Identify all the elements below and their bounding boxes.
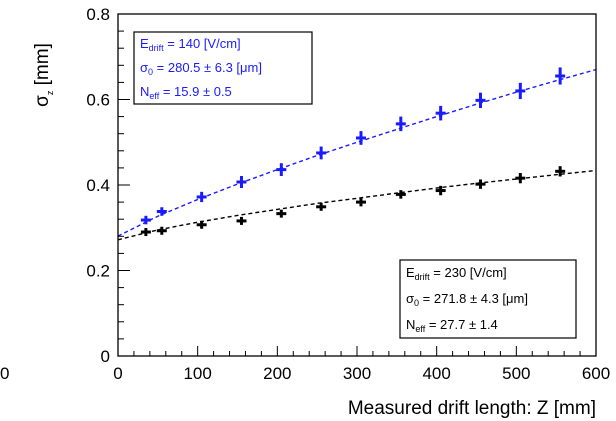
y-tick-label: 0.4 — [86, 176, 110, 195]
legend-line: Neff = 27.7 ± 1.4 — [406, 317, 498, 334]
y-axis-title: σz [mm] — [32, 43, 55, 107]
y-tick-label: 0.2 — [86, 262, 110, 281]
data-point — [555, 166, 566, 177]
legend-value: = 15.9 ± 0.5 — [159, 84, 232, 99]
data-points — [140, 67, 566, 237]
y-axis-title-unit: [mm] — [32, 43, 53, 91]
legend-box — [399, 259, 577, 339]
x-axis-title: Measured drift length: Z [mm] — [348, 398, 596, 419]
legend-symbol: N — [140, 84, 149, 99]
data-point — [196, 191, 207, 203]
data-point — [276, 209, 287, 218]
data-point — [355, 131, 366, 145]
legend-symbol: E — [140, 36, 149, 51]
data-point — [435, 105, 446, 121]
legend-line: σ0 = 280.5 ± 6.3 [μm] — [140, 60, 262, 77]
legends: Edrift = 140 [V/cm]σ0 = 280.5 ± 6.3 [μm]… — [133, 31, 577, 339]
legend-value: = 280.5 ± 6.3 [μm] — [153, 60, 262, 75]
legend-symbol: N — [406, 317, 415, 332]
y-axis-title-sub: z — [45, 90, 55, 95]
y-tick-label: 0.6 — [86, 91, 110, 110]
data-point — [555, 67, 566, 85]
data-point — [156, 207, 167, 216]
data-point — [316, 146, 327, 160]
x-axis-ticks: 0 100 200 300 400 500 600 — [113, 346, 610, 383]
x-tick-label: 0 — [113, 364, 122, 383]
legend-value: = 271.8 ± 4.3 [μm] — [419, 291, 528, 306]
legend-value: = 140 [V/cm] — [164, 36, 241, 51]
x-tick-label: 100 — [183, 364, 211, 383]
legend-box — [133, 31, 313, 105]
x-tick-label: 200 — [263, 364, 291, 383]
y-tick-label: 0 — [101, 347, 110, 366]
legend-line: Edrift = 230 [V/cm] — [406, 265, 507, 282]
legend-symbol: E — [406, 265, 415, 280]
stray-tick-label: 0 — [0, 364, 9, 383]
fit-curves — [117, 68, 597, 241]
legend-bottom-right: Edrift = 230 [V/cm] σ0 = 271.8 ± 4.3 [μm]… — [399, 259, 577, 339]
legend-subscript: 0 — [148, 67, 153, 77]
data-point — [196, 220, 207, 229]
data-point — [140, 228, 151, 237]
data-point — [236, 176, 247, 188]
data-point — [475, 179, 486, 189]
legend-line: σ0 = 271.8 ± 4.3 [μm] — [406, 291, 528, 308]
data-point — [395, 190, 406, 199]
x-tick-label: 400 — [422, 364, 450, 383]
data-point — [515, 82, 526, 100]
legend-subscript: eff — [149, 91, 159, 101]
data-point — [435, 185, 446, 196]
fit-line — [117, 68, 597, 237]
legend-symbol: σ — [406, 291, 414, 306]
data-point — [355, 197, 366, 207]
data-point — [140, 215, 151, 225]
x-tick-label: 500 — [502, 364, 530, 383]
legend-line: Edrift = 140 [V/cm] — [140, 36, 241, 53]
fit-line — [117, 169, 597, 241]
data-point — [475, 92, 486, 109]
data-point — [276, 163, 287, 177]
x-tick-label: 300 — [343, 364, 371, 383]
data-point — [156, 226, 167, 235]
x-tick-label: 600 — [582, 364, 610, 383]
legend-subscript: eff — [415, 324, 425, 334]
legend-value: = 230 [V/cm] — [430, 265, 507, 280]
data-point — [395, 116, 406, 132]
y-tick-label: 0.8 — [86, 5, 110, 24]
y-axis-ticks: 0 0.2 0.4 0.6 0.8 — [86, 5, 130, 366]
legend-subscript: 0 — [414, 298, 419, 308]
legend-line: Neff = 15.9 ± 0.5 — [140, 84, 232, 101]
data-point — [236, 216, 247, 225]
data-point — [515, 173, 526, 184]
legend-top-left: Edrift = 140 [V/cm] σ0 = 280.5 ± 6.3 [μm]… — [133, 31, 313, 105]
legend-subscript: drift — [415, 272, 431, 282]
legend-symbol: σ — [140, 60, 148, 75]
y-axis-title-base: σ — [32, 95, 53, 107]
legend-value: = 27.7 ± 1.4 — [425, 317, 498, 332]
legend-subscript: drift — [149, 43, 165, 53]
data-point — [316, 202, 327, 211]
